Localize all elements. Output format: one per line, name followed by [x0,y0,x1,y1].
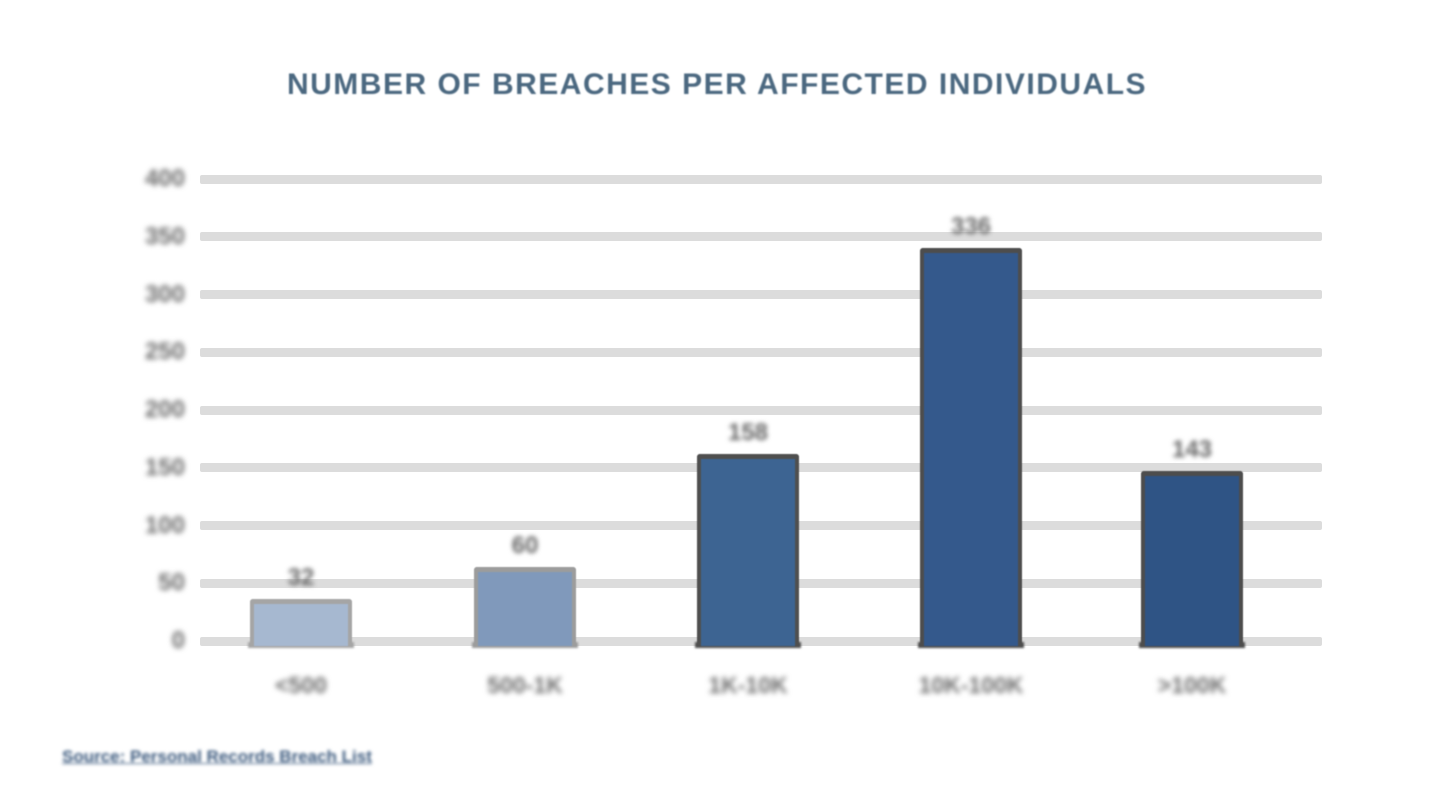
x-axis-category-label: <500 [275,672,327,698]
y-axis-tick-label: 0 [171,627,185,654]
y-axis-tick-label: 50 [158,569,185,597]
x-axis-category-label: >100K [1157,672,1227,698]
bar [920,247,1022,646]
bar-value-label: 158 [727,418,769,446]
y-axis-tick-label: 350 [144,222,185,250]
bar-value-label: 60 [511,531,539,559]
y-axis-tick-label: 200 [144,396,185,423]
x-axis-category-label: 10K-100K [918,672,1024,698]
y-axis-tick-label: 100 [144,511,185,539]
bar [1141,470,1243,646]
gridline [200,405,1322,415]
gridline [200,347,1322,357]
bar [474,566,576,646]
y-axis-tick-label: 150 [144,453,185,481]
x-axis-category-label: 1K-10K [708,672,788,698]
chart-title: NUMBER OF BREACHES PER AFFECTED INDIVIDU… [286,68,1148,101]
bar-value-label: 32 [287,564,315,592]
gridline [200,174,1322,184]
y-axis-tick-label: 400 [144,165,185,192]
x-axis-category-label: 500-1K [487,672,563,698]
y-axis-tick-label: 300 [144,280,185,308]
bar-value-label: 143 [1171,435,1213,463]
y-axis-tick-label: 250 [144,338,185,366]
bar-value-label: 336 [950,212,992,240]
gridline [200,232,1322,242]
bar [697,453,799,646]
bar [250,599,352,646]
gridline [200,290,1322,299]
source-link[interactable]: Source: Personal Records Breach List [62,747,372,766]
